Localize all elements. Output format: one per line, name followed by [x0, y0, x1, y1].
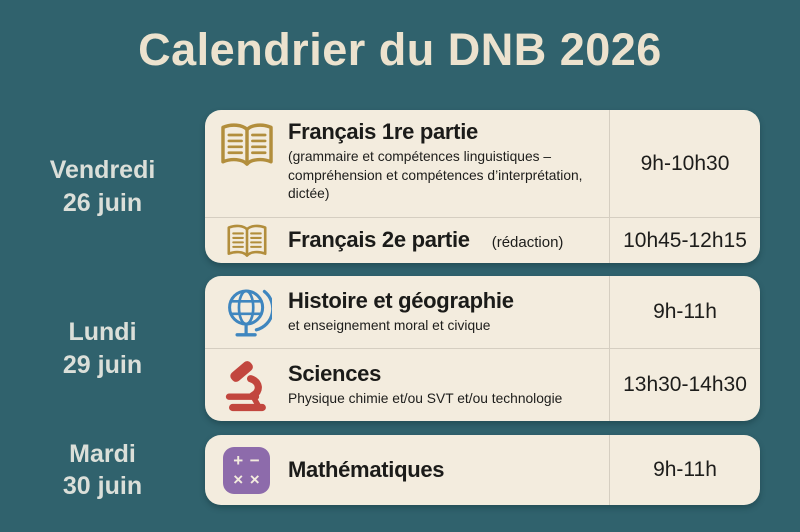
- exam-row-mathematiques: + − × × Mathématiques 9h-11h: [205, 435, 760, 505]
- day-name: Vendredi: [49, 156, 156, 184]
- open-book-icon: [226, 224, 267, 257]
- exam-row-histoire: Histoire et géographie et enseignement m…: [205, 276, 760, 348]
- day-label: Vendredi 26 juin: [0, 154, 205, 219]
- exam-card-mathematiques: + − × × Mathématiques 9h-11h: [205, 435, 760, 505]
- open-book-icon: [220, 123, 273, 166]
- page-header: Calendrier du DNB 2026: [0, 0, 800, 110]
- exam-card-francais: Français 1re partie (grammaire et compét…: [205, 110, 760, 263]
- subject-subtitle: et enseignement moral et civique: [288, 317, 491, 333]
- exam-row-sciences: Sciences Physique chimie et/ou SVT et/ou…: [205, 348, 760, 421]
- exam-time: 9h-10h30: [609, 110, 760, 217]
- exam-time: 9h-11h: [609, 276, 760, 348]
- microscope-icon: [220, 355, 274, 415]
- exam-time: 13h30-14h30: [609, 349, 760, 421]
- subject-title: Sciences: [288, 360, 382, 386]
- day-date: 29 juin: [62, 350, 143, 379]
- subject-subtitle: (grammaire et compétences linguistiques …: [288, 149, 583, 202]
- exam-row-francais-1: Français 1re partie (grammaire et compét…: [205, 110, 760, 217]
- section-vendredi: Vendredi 26 juin Français 1re partie (gr…: [0, 110, 800, 263]
- day-name: Mardi: [69, 439, 136, 468]
- subject-note: (rédaction): [491, 234, 564, 252]
- subject-title: Français 1re partie: [288, 119, 478, 144]
- day-label: Mardi 30 juin: [0, 438, 205, 503]
- subject-subtitle: Physique chimie et/ou SVT et/ou technolo…: [288, 390, 563, 406]
- exam-row-francais-2: Français 2e partie (rédaction) 10h45-12h…: [205, 217, 760, 263]
- day-date: 30 juin: [62, 472, 143, 500]
- subject-title: Histoire et géographie: [288, 287, 514, 313]
- day-date: 26 juin: [62, 188, 143, 217]
- exam-time: 9h-11h: [609, 435, 760, 505]
- globe-icon: [227, 289, 272, 337]
- section-lundi: Lundi 29 juin Histoire et géographie et …: [0, 276, 800, 421]
- section-mardi: Mardi 30 juin + − × × Mathématiques 9h-1…: [0, 435, 800, 505]
- exam-time: 10h45-12h15: [609, 218, 760, 263]
- page-title: Calendrier du DNB 2026: [138, 24, 662, 75]
- day-name: Lundi: [68, 318, 137, 346]
- day-label: Lundi 29 juin: [0, 316, 205, 381]
- math-operations-icon: + − × ×: [223, 446, 270, 494]
- exam-card-histoire-sciences: Histoire et géographie et enseignement m…: [205, 276, 760, 421]
- subject-title: Français 2e partie: [288, 227, 470, 253]
- subject-title: Mathématiques: [288, 456, 445, 482]
